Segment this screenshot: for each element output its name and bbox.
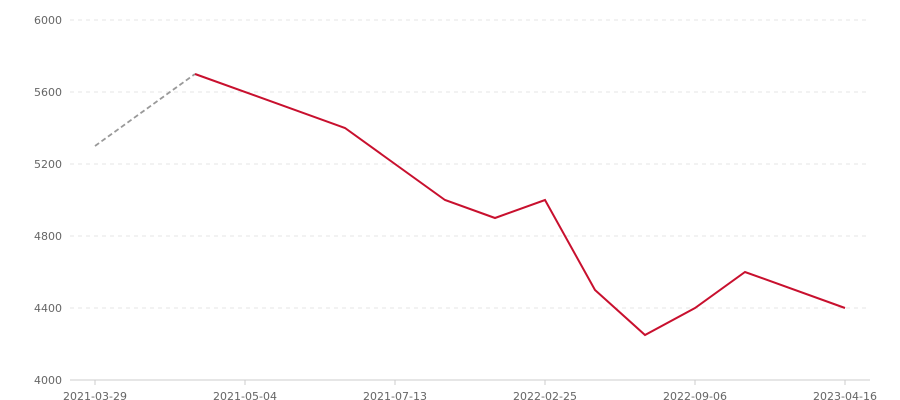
y-tick-label: 4000 <box>34 374 62 387</box>
y-tick-label: 6000 <box>34 14 62 27</box>
y-tick-label: 5200 <box>34 158 62 171</box>
x-tick-label: 2023-04-16 <box>813 390 877 400</box>
series-line <box>194 73 846 337</box>
x-tick-label: 2021-07-13 <box>363 390 427 400</box>
y-tick-label: 4800 <box>34 230 62 243</box>
x-tick-label: 2022-09-06 <box>663 390 727 400</box>
y-tick-label: 4400 <box>34 302 62 315</box>
x-tick-label: 2022-02-25 <box>513 390 577 400</box>
dashed-series-line <box>94 73 196 147</box>
x-tick-label: 2021-03-29 <box>63 390 127 400</box>
y-tick-label: 5600 <box>34 86 62 99</box>
x-tick-label: 2021-05-04 <box>213 390 277 400</box>
